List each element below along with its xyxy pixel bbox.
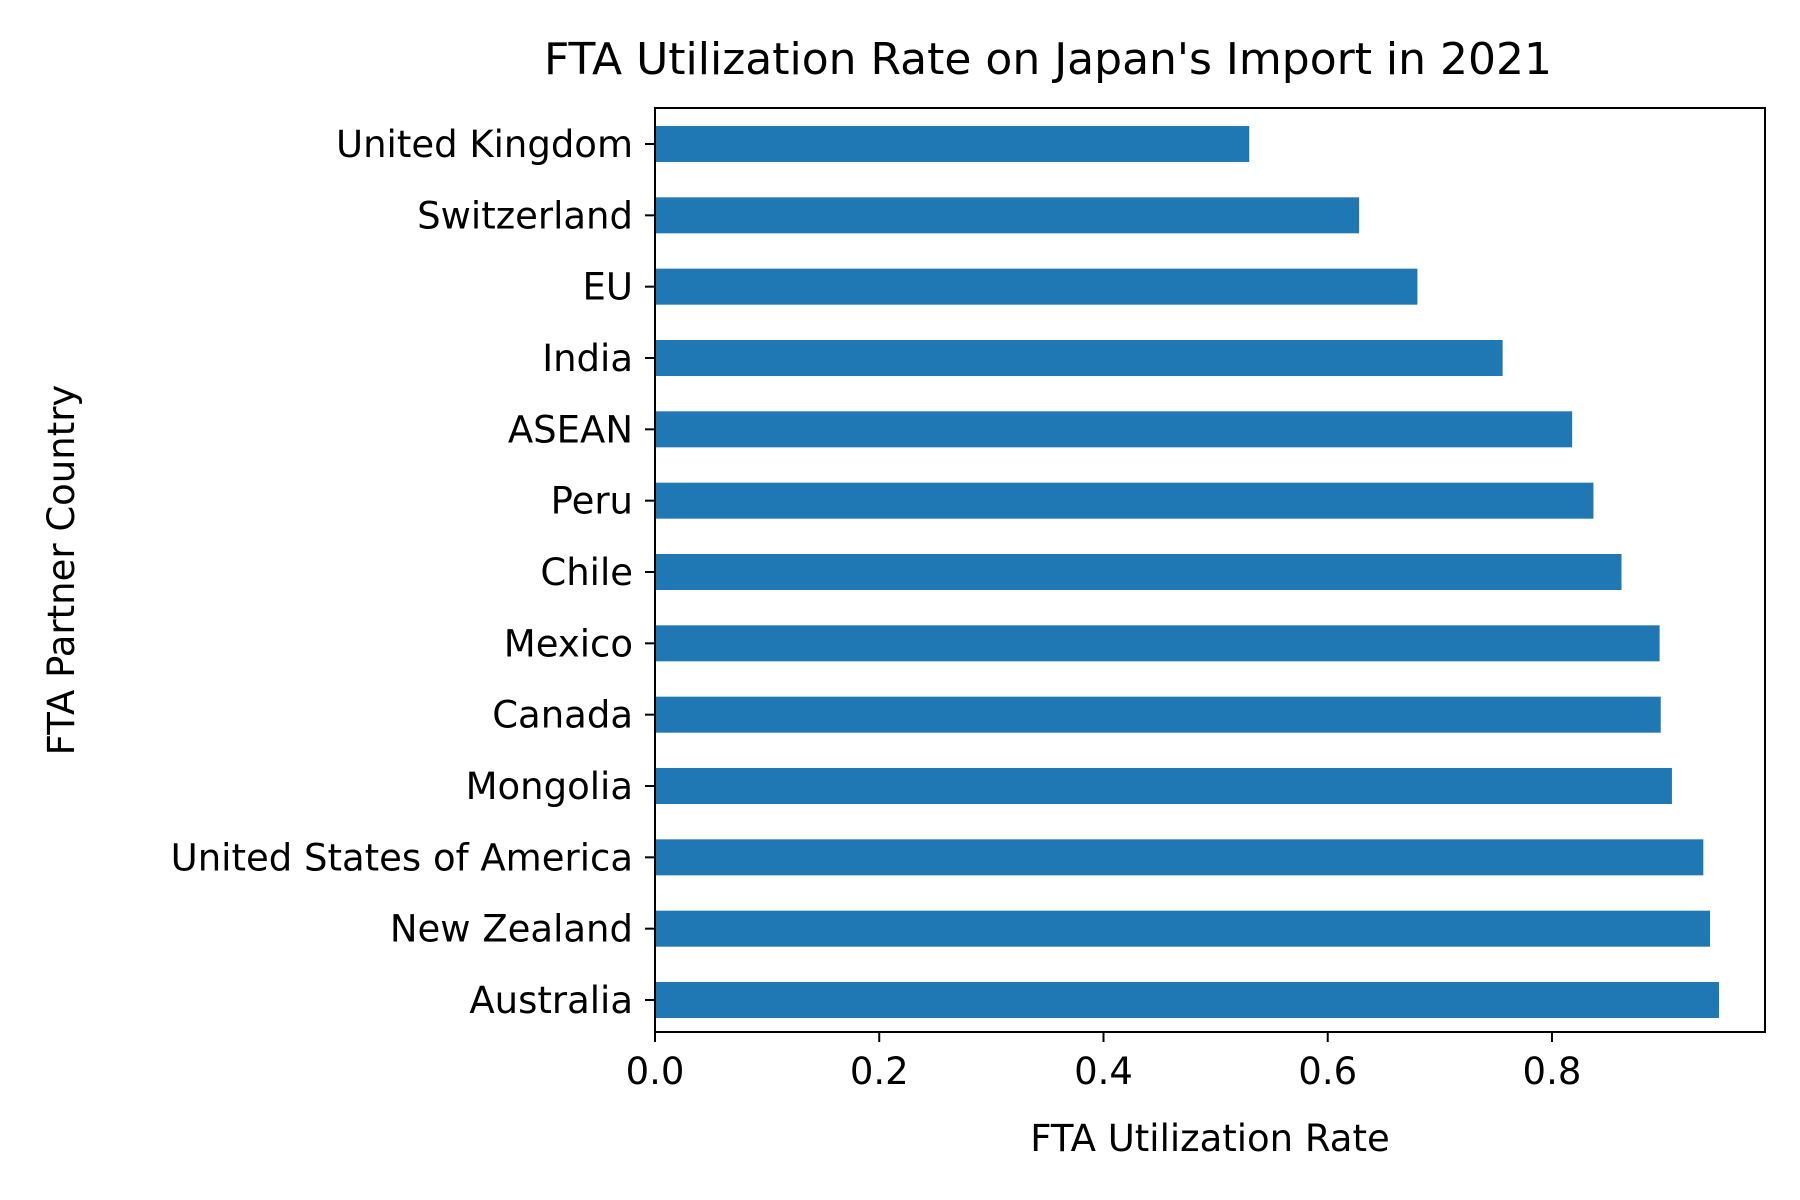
y-tick-label-india: India <box>542 337 633 380</box>
bar-mexico <box>655 625 1660 662</box>
x-tick-label-0: 0.0 <box>626 1050 685 1093</box>
x-axis-ticks: 0.0 0.2 0.4 0.6 0.8 <box>626 1032 1582 1093</box>
bar-asean <box>655 411 1573 448</box>
y-tick-label-united-states-of-america: United States of America <box>171 836 633 879</box>
bar-mongolia <box>655 768 1672 804</box>
x-axis-label: FTA Utilization Rate <box>1030 1117 1389 1160</box>
bars-group <box>655 126 1720 1018</box>
y-tick-label-canada: Canada <box>492 694 633 737</box>
y-tick-label-switzerland: Switzerland <box>417 194 633 237</box>
bar-new-zealand <box>655 910 1711 947</box>
y-axis-ticks: United Kingdom Switzerland EU India ASEAN Per… <box>171 123 655 1022</box>
y-axis-label: FTA Partner Country <box>40 385 83 756</box>
y-tick-label-united-kingdom: United Kingdom <box>336 123 633 166</box>
y-tick-label-australia: Australia <box>469 979 633 1022</box>
bar-eu <box>655 268 1418 305</box>
bar-australia <box>655 982 1720 1018</box>
bar-india <box>655 340 1503 376</box>
chart-title: FTA Utilization Rate on Japan's Import i… <box>544 34 1552 85</box>
y-tick-label-asean: ASEAN <box>508 408 633 451</box>
plot-frame <box>654 107 1766 1033</box>
x-tick-label-3: 0.6 <box>1298 1050 1357 1093</box>
x-tick-label-1: 0.2 <box>850 1050 909 1093</box>
y-tick-label-eu: EU <box>583 266 633 309</box>
y-tick-label-chile: Chile <box>540 551 633 594</box>
y-tick-label-mongolia: Mongolia <box>466 765 633 808</box>
y-tick-label-new-zealand: New Zealand <box>390 908 633 951</box>
bar-united-kingdom <box>655 126 1250 162</box>
y-tick-label-peru: Peru <box>551 480 633 523</box>
bar-united-states-of-america <box>655 839 1704 876</box>
x-tick-label-4: 0.8 <box>1523 1050 1582 1093</box>
bar-switzerland <box>655 197 1360 234</box>
bar-chile <box>655 554 1622 590</box>
bar-peru <box>655 482 1594 519</box>
x-tick-label-2: 0.4 <box>1074 1050 1133 1093</box>
bar-canada <box>655 696 1661 733</box>
y-tick-label-mexico: Mexico <box>504 622 633 665</box>
